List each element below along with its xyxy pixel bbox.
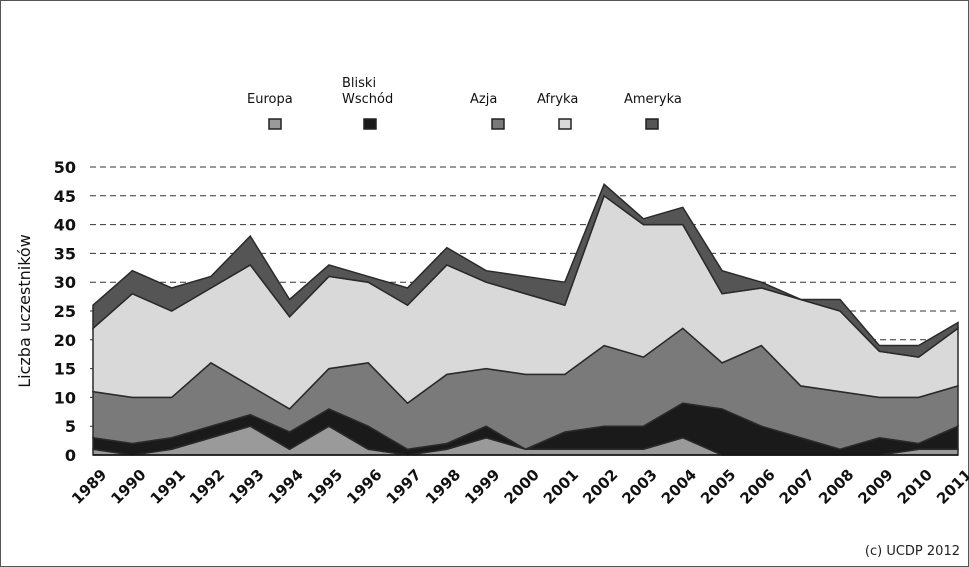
legend-swatch <box>645 118 659 130</box>
y-tick-label: 50 <box>54 158 76 177</box>
x-tick-label: 1995 <box>304 466 346 508</box>
legend-label: Bliski Wschód <box>342 76 394 107</box>
area <box>92 183 959 358</box>
x-tick-label: 1989 <box>68 466 110 508</box>
x-tick-label: 1997 <box>383 466 425 508</box>
legend-label: Afryka <box>537 92 579 107</box>
legend-swatch <box>491 118 505 130</box>
x-tick-label: 1996 <box>343 466 385 508</box>
y-axis-label: Liczba uczestników <box>15 234 34 388</box>
x-tick-label: 1992 <box>186 466 228 508</box>
x-tick-label: 2000 <box>501 466 543 508</box>
y-tick-label: 0 <box>65 446 76 465</box>
x-tick-label: 2002 <box>579 466 621 508</box>
x-tick-label: 1991 <box>147 466 189 508</box>
x-tick-label: 2011 <box>933 466 969 508</box>
x-tick-label: 2007 <box>776 466 818 508</box>
x-tick-label: 2009 <box>854 466 896 508</box>
credit: (c) UCDP 2012 <box>865 544 960 559</box>
x-tick-label: 1994 <box>265 466 307 508</box>
x-tick-label: 2001 <box>540 466 582 508</box>
x-tick-label: 2008 <box>815 466 857 508</box>
y-tick-label: 5 <box>65 417 76 436</box>
y-tick-label: 25 <box>54 302 76 321</box>
x-tick-label: 1998 <box>422 466 464 508</box>
y-tick-label: 45 <box>54 187 76 206</box>
y-tick-label: 10 <box>54 388 76 407</box>
legend-swatch <box>363 118 377 130</box>
legend-swatch <box>558 118 572 130</box>
legend-label: Ameryka <box>624 92 682 107</box>
x-tick-label: 2003 <box>619 466 661 508</box>
y-tick-label: 30 <box>54 273 76 292</box>
y-tick-label: 15 <box>54 360 76 379</box>
legend-swatch <box>268 118 282 130</box>
x-tick-label: 2006 <box>736 466 778 508</box>
y-tick-label: 40 <box>54 216 76 235</box>
x-tick-label: 2004 <box>658 466 700 508</box>
legend-label: Azja <box>470 92 498 107</box>
y-tick-label: 35 <box>54 244 76 263</box>
x-tick-label: 1999 <box>461 466 503 508</box>
x-tick-label: 2010 <box>894 466 936 508</box>
y-tick-label: 20 <box>54 331 76 350</box>
x-tick-label: 1993 <box>225 466 267 508</box>
x-tick-label: 2005 <box>697 466 739 508</box>
legend-label: Europa <box>247 92 293 107</box>
x-tick-label: 1990 <box>107 466 149 508</box>
